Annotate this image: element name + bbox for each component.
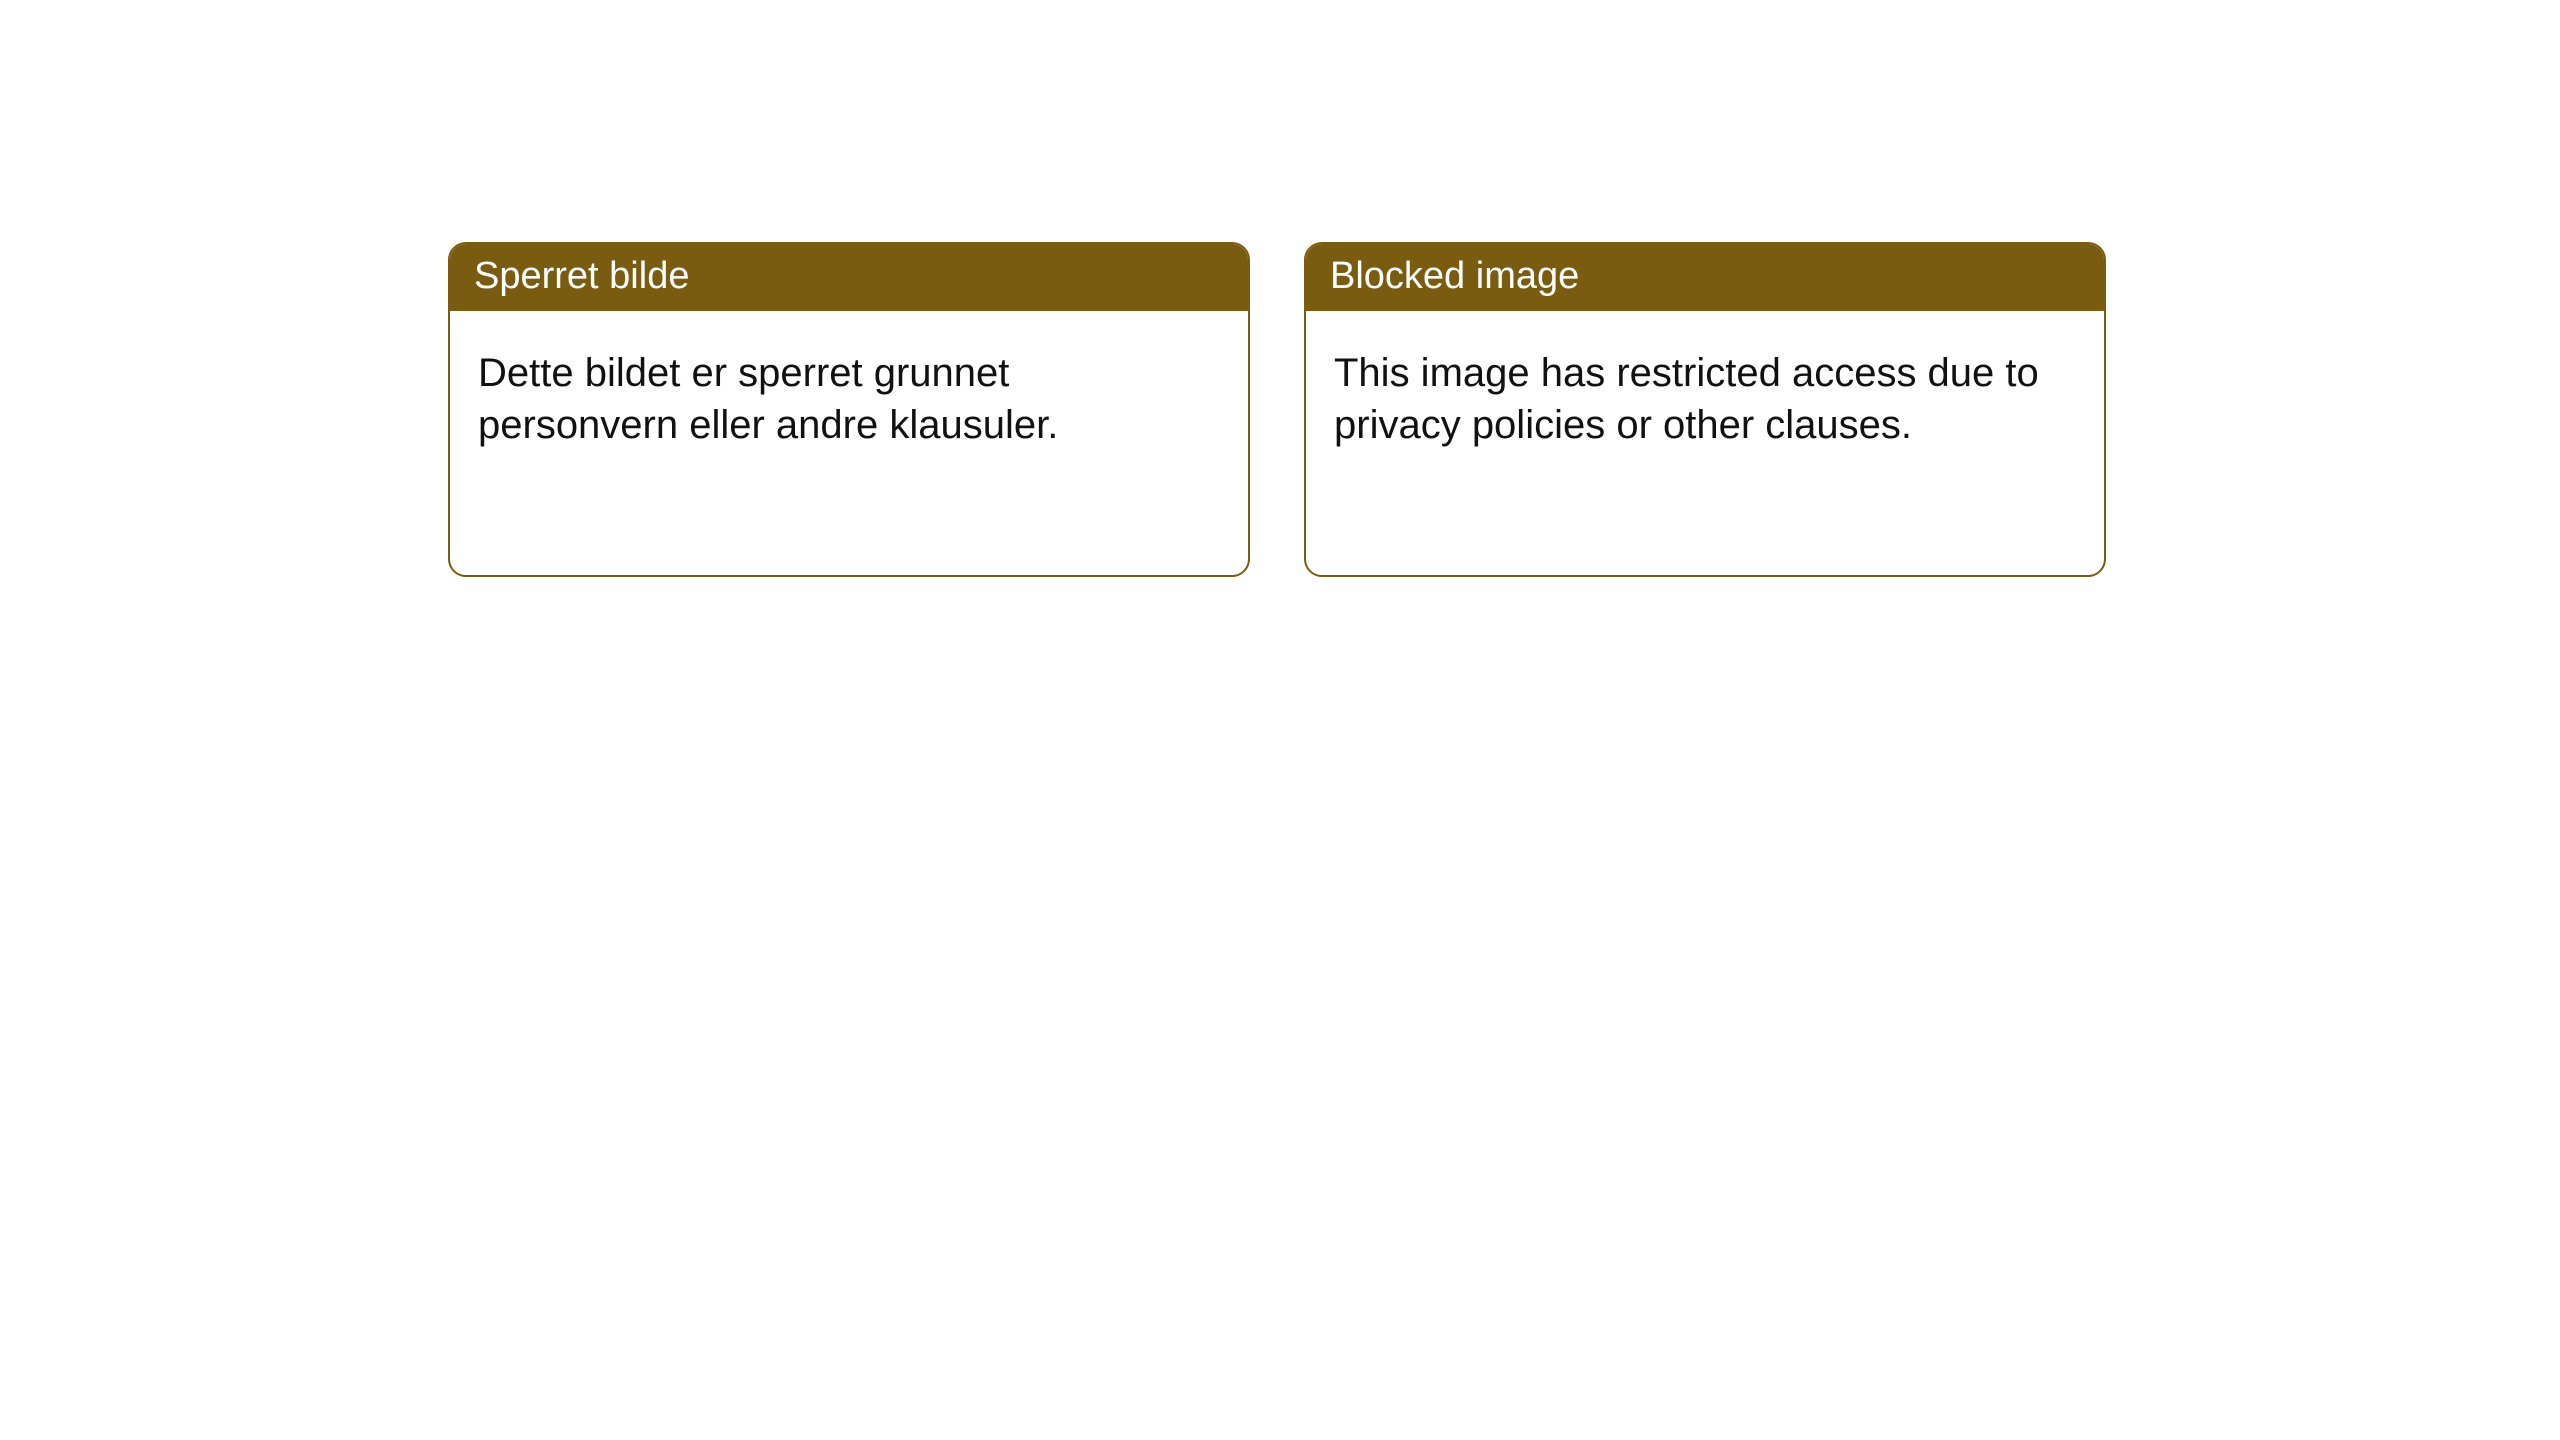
notice-cards-container: Sperret bilde Dette bildet er sperret gr… bbox=[448, 242, 2106, 577]
notice-card-title: Blocked image bbox=[1306, 244, 2104, 311]
notice-card-english: Blocked image This image has restricted … bbox=[1304, 242, 2106, 577]
notice-card-norwegian: Sperret bilde Dette bildet er sperret gr… bbox=[448, 242, 1250, 577]
notice-card-title: Sperret bilde bbox=[450, 244, 1248, 311]
notice-card-body: This image has restricted access due to … bbox=[1306, 311, 2104, 475]
notice-card-body: Dette bildet er sperret grunnet personve… bbox=[450, 311, 1248, 475]
